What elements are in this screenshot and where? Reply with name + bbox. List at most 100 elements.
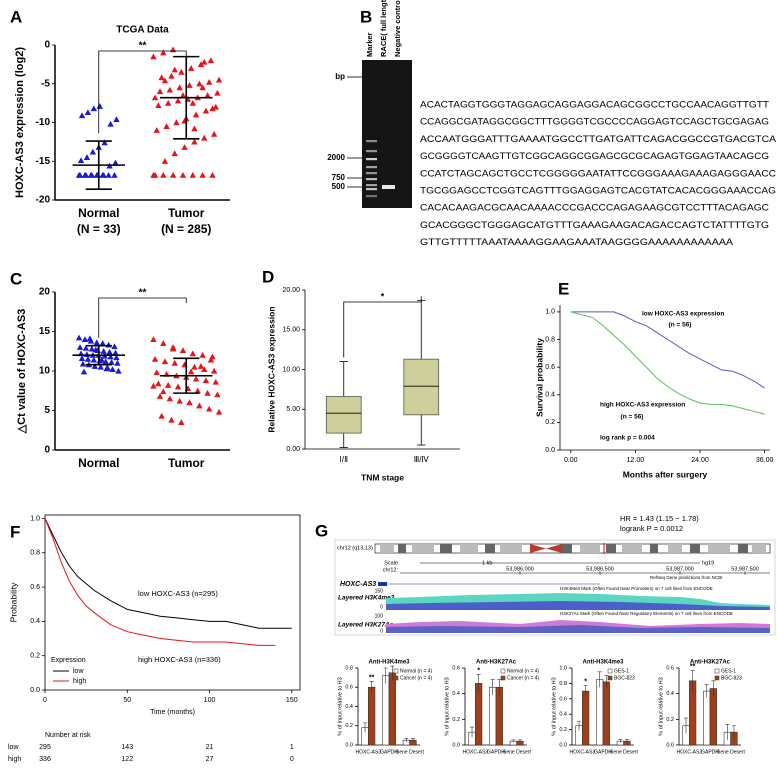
data-point <box>212 103 219 110</box>
survival-curve <box>44 518 292 629</box>
data-point <box>160 340 167 346</box>
ideogram-band <box>398 544 406 553</box>
gene-label: HOXC-AS3 <box>340 581 376 588</box>
x-tick-label: GAPDH <box>701 749 719 755</box>
bar <box>582 690 590 746</box>
data-point <box>98 356 105 363</box>
y-tick-label: -5 <box>41 78 50 89</box>
data-point <box>107 353 114 360</box>
data-point <box>88 172 96 178</box>
bar <box>709 688 717 746</box>
legend-label: Normal (n = 4) <box>400 668 432 674</box>
track-min: 0 <box>380 628 383 634</box>
data-point <box>96 103 103 109</box>
data-point <box>86 335 94 342</box>
legend-label: high <box>73 678 86 685</box>
y-tick-label: 0.6 <box>30 584 40 591</box>
bar <box>602 681 610 746</box>
data-point <box>155 102 162 109</box>
annotation: log rank p = 0.004 <box>600 435 655 442</box>
data-point <box>161 158 169 164</box>
y-tick-label: 15 <box>39 326 51 337</box>
data-point <box>201 366 208 373</box>
data-point <box>151 172 159 178</box>
significance-bracket <box>98 297 187 338</box>
legend-swatch <box>714 668 720 674</box>
legend-swatch <box>500 675 506 681</box>
y-tick-label: -10 <box>36 117 51 128</box>
data-point <box>165 99 172 106</box>
scale-bar-label: 1 kb <box>482 560 492 566</box>
bar <box>596 679 604 746</box>
data-point <box>108 359 115 365</box>
y-tick-label: 5.00 <box>286 406 300 413</box>
data-point <box>210 130 218 137</box>
y-tick-label: 1.0 <box>559 665 567 671</box>
x-axis-label: Time (months) <box>150 709 195 716</box>
ideogram <box>374 543 771 554</box>
track-name: Layered H3K27Ac <box>338 622 394 629</box>
coordinate: 53,986,000 <box>506 566 534 572</box>
data-point <box>100 348 107 354</box>
data-point <box>214 89 221 96</box>
data-point <box>206 405 213 412</box>
data-point <box>79 360 87 367</box>
error-bar <box>410 737 415 743</box>
data-point <box>78 355 86 361</box>
annotation: high HOXC-AS3 (n=336) <box>138 655 221 664</box>
track-max: 100 <box>375 613 384 619</box>
bar <box>489 686 497 746</box>
data-point <box>189 350 197 357</box>
data-point <box>160 388 167 395</box>
y-tick-label: 0.6 <box>345 685 353 691</box>
significance: * <box>381 291 385 301</box>
y-tick-label: 0.0 <box>452 742 460 748</box>
data-point <box>168 72 175 79</box>
x-tick-label: Ⅲ/Ⅳ <box>414 455 430 464</box>
data-point <box>202 377 210 384</box>
x-tick-label: Tumor <box>168 206 205 220</box>
y-tick-label: 0.8 <box>545 336 555 343</box>
legend-label: Cancer (n = 4) <box>400 675 432 681</box>
data-point <box>179 172 187 178</box>
legend-swatch <box>607 675 613 681</box>
y-tick-label: 10 <box>39 366 51 377</box>
survival-curve <box>570 311 765 415</box>
y-tick-label: 5 <box>44 405 50 416</box>
data-point <box>207 57 215 64</box>
data-point <box>155 380 162 387</box>
data-point <box>186 399 193 406</box>
y-tick-label: 0.0 <box>545 447 555 454</box>
y-tick-label: 0.4 <box>559 712 567 718</box>
data-point <box>112 349 119 356</box>
error-bar <box>404 737 409 743</box>
centromere <box>530 544 562 553</box>
y-tick-label: 0.0 <box>666 742 674 748</box>
data-point <box>106 348 113 355</box>
refseq-note: RefSeq Gene predictions from NCBI <box>650 575 723 580</box>
risk-row-name: high <box>8 756 21 763</box>
y-axis-label: Relative HOXC-AS3 expression <box>266 306 276 432</box>
y-tick-label: 0.2 <box>666 717 674 723</box>
data-point <box>187 65 195 71</box>
risk-count: 21 <box>206 744 214 751</box>
sequence-line: CCATCTAGCAGCTGCCTCGGGGGAATATTCCGGGAAAGAA… <box>420 168 776 179</box>
ideogram-band <box>708 544 730 553</box>
chrom-label: chr12: <box>383 567 399 573</box>
error-bar <box>383 667 388 684</box>
data-point <box>204 389 211 396</box>
data-point <box>166 395 174 402</box>
error-bar <box>476 674 481 693</box>
x-tick-label: 12.00 <box>627 457 645 464</box>
ideogram-band <box>412 544 434 553</box>
y-tick-label: 0.2 <box>545 419 555 426</box>
box <box>403 358 440 416</box>
data-point <box>78 112 86 119</box>
ideogram-band <box>500 544 522 553</box>
y-tick-label: -20 <box>36 195 51 206</box>
data-point <box>174 97 182 104</box>
error-bar <box>517 739 522 743</box>
track-name: Layered H3K4me3 <box>338 595 395 602</box>
x-tick-label: HOXC-AS3 <box>677 749 703 755</box>
